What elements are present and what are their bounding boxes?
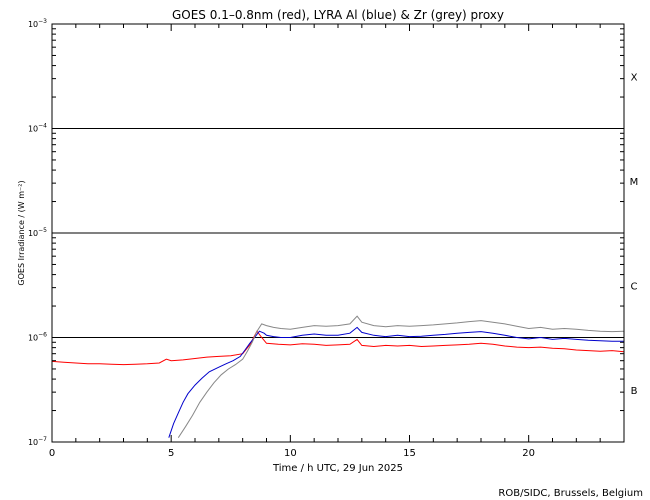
x-axis-label: Time / h UTC, 29 Jun 2025 — [272, 463, 403, 474]
series-line — [51, 330, 625, 366]
flare-class-label: X — [631, 72, 638, 83]
series-line — [177, 315, 625, 438]
y-tick-label: 10−6 — [28, 332, 47, 343]
credit-text: ROB/SIDC, Brussels, Belgium — [498, 488, 643, 499]
data-series — [51, 315, 625, 438]
x-tick-label: 5 — [168, 448, 174, 459]
y-axis-label: GOES Irradiance / (W m⁻²) — [17, 180, 26, 285]
y-tick-label: 10−5 — [28, 227, 47, 238]
flare-class-label: C — [631, 281, 638, 292]
y-tick-label: 10−7 — [28, 436, 47, 447]
flare-class-label: B — [631, 386, 638, 397]
x-tick-label: 10 — [284, 448, 297, 459]
x-axis-ticks: 0 5 10 15 20 — [49, 24, 625, 459]
x-tick-label: 20 — [522, 448, 535, 459]
y-tick-label: 10−4 — [28, 123, 47, 134]
x-tick-label: 15 — [403, 448, 416, 459]
flare-class-label: M — [630, 177, 639, 188]
chart-title: GOES 0.1–0.8nm (red), LYRA Al (blue) & Z… — [172, 8, 504, 22]
x-tick-label: 0 — [49, 448, 55, 459]
y-axis-ticks: 10−7 10−6 10−5 10−4 10−3 — [28, 18, 624, 447]
series-line — [168, 326, 624, 438]
threshold-lines — [52, 128, 624, 338]
flare-class-labels: X M C B — [630, 72, 639, 397]
y-tick-label: 10−3 — [28, 18, 47, 29]
